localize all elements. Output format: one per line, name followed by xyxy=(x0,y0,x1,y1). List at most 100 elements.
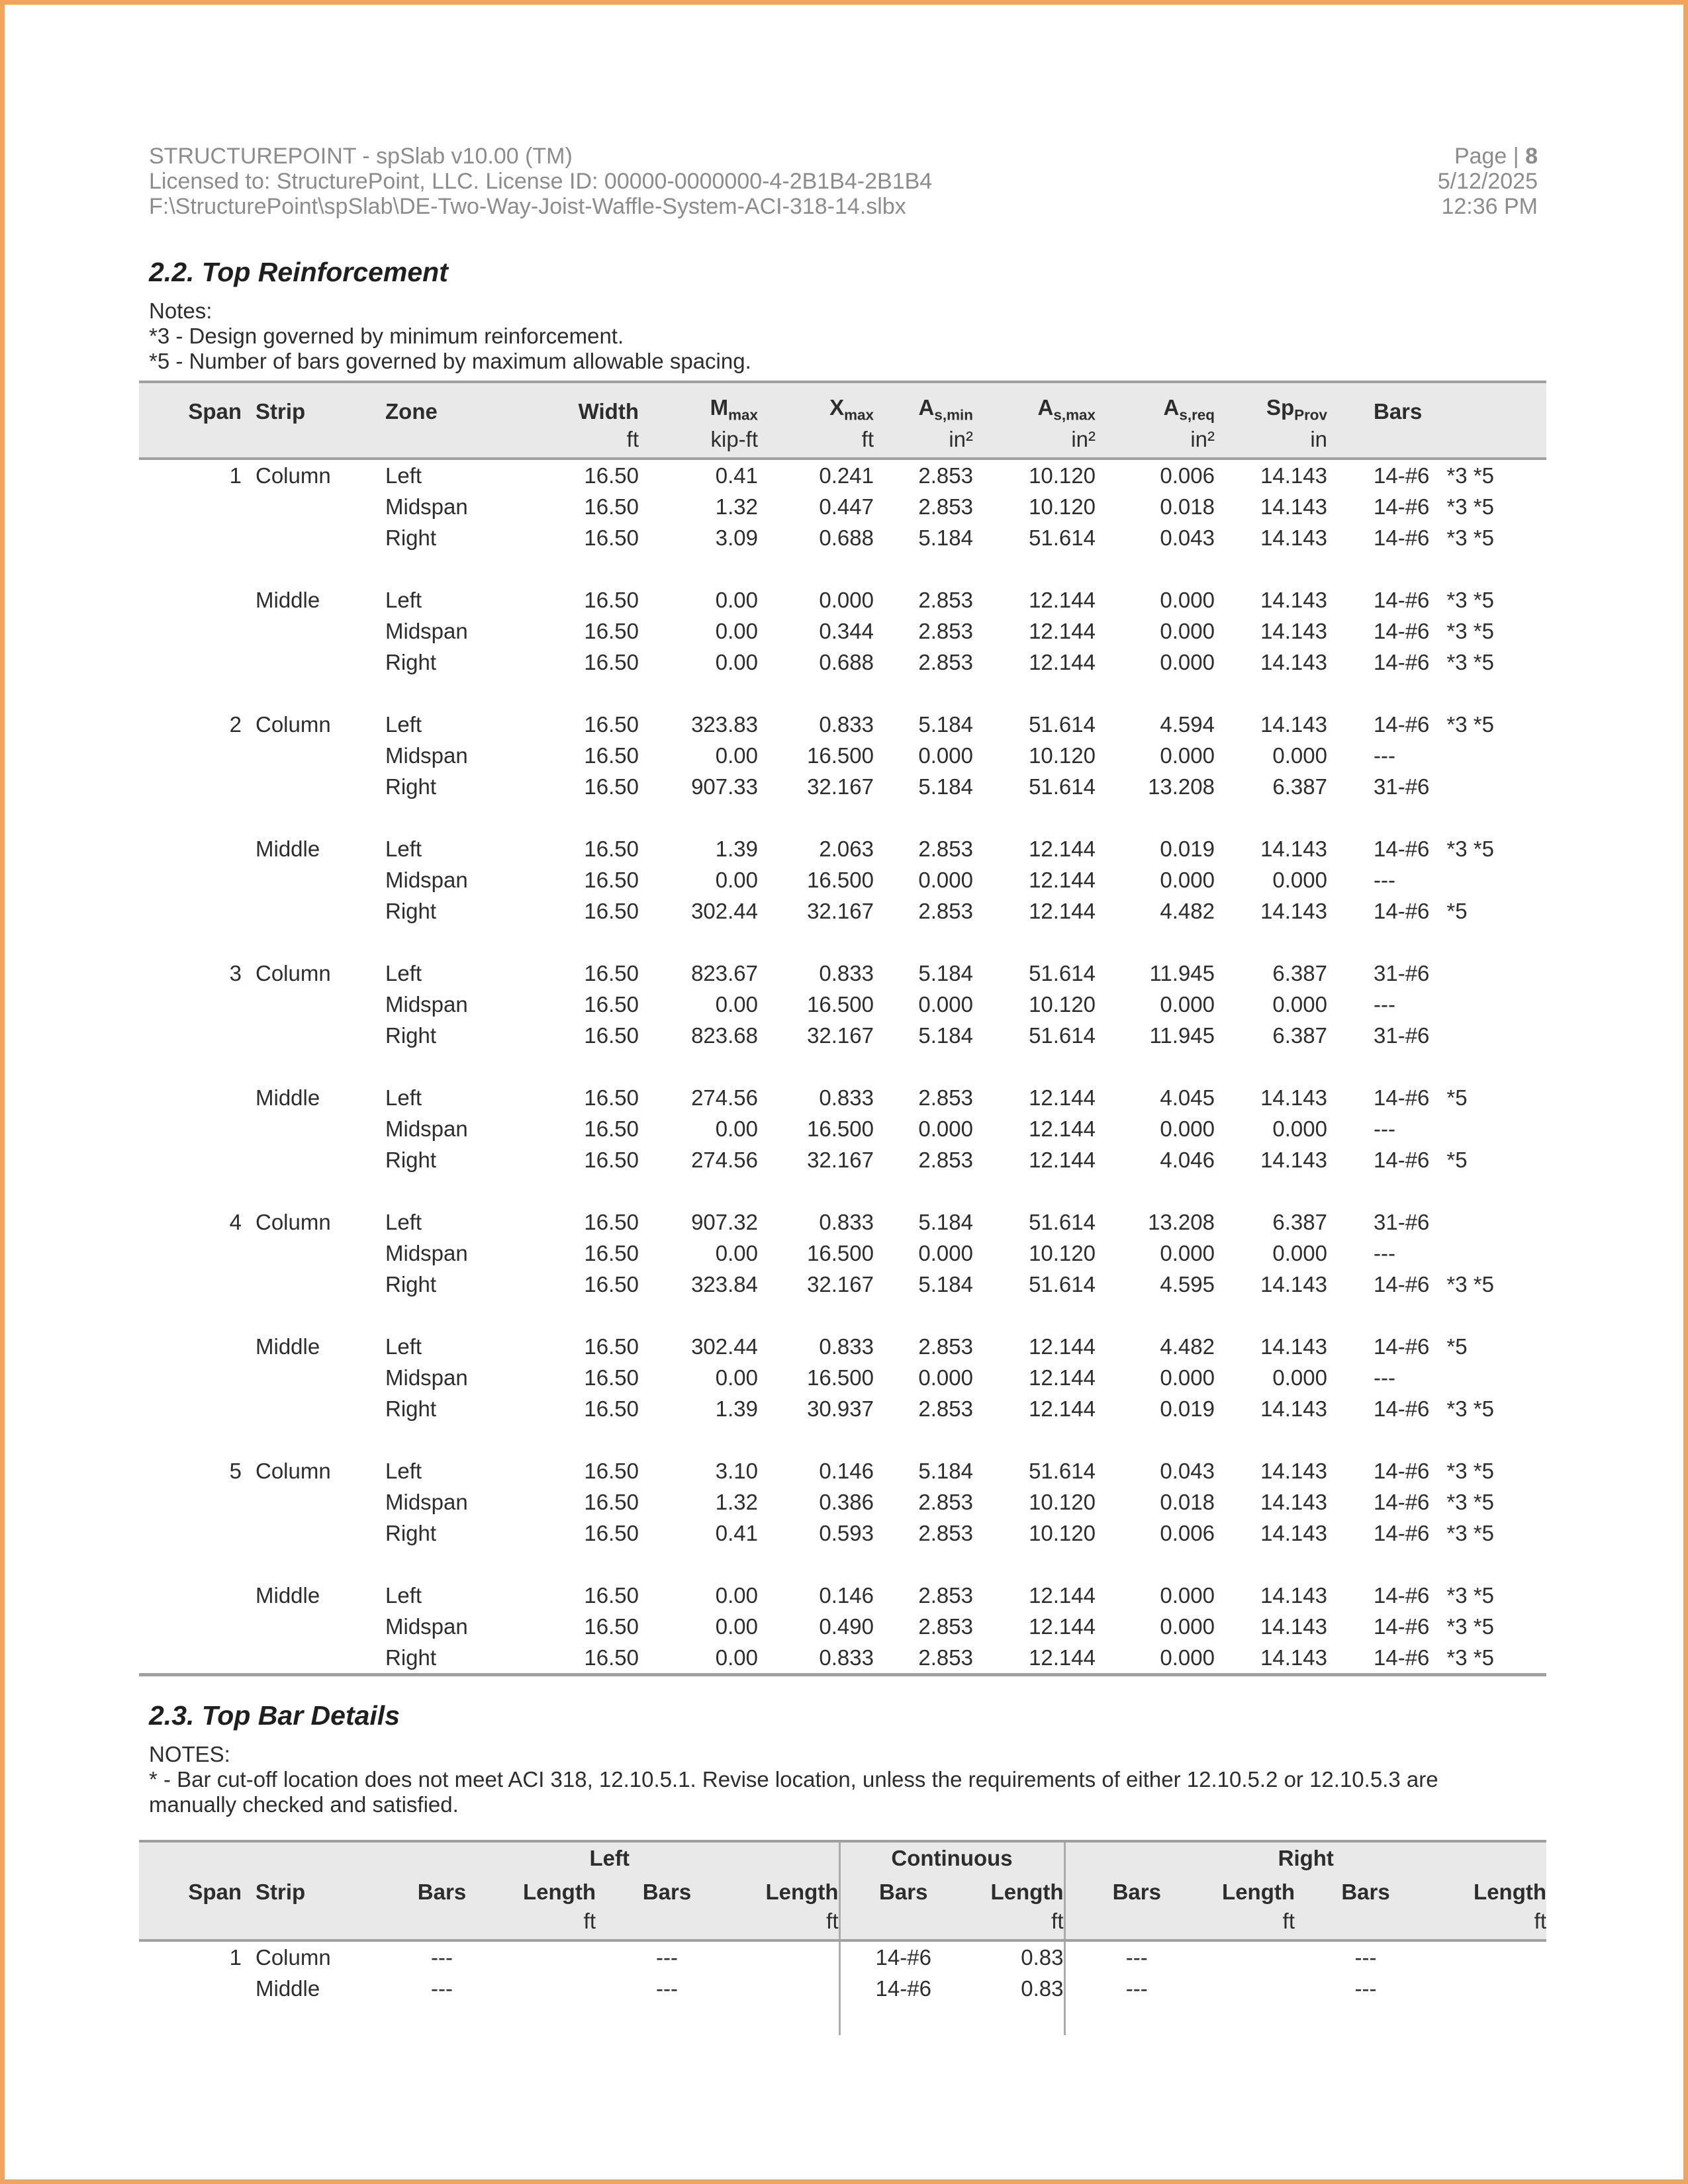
cell-right-bars-1: --- xyxy=(1125,1976,1148,2001)
cell-asmin: 2.853 xyxy=(918,1614,973,1639)
file-path: F:\StructurePoint\spSlab\DE-Two-Way-Jois… xyxy=(149,194,906,219)
bar-note: *3 *5 xyxy=(1446,587,1494,612)
col-bars: Bars xyxy=(1295,1874,1437,1907)
bar-note: *3 *5 xyxy=(1446,1489,1494,1514)
cell-asmax: 51.614 xyxy=(1029,774,1096,799)
table-row: 1 Column --- --- 14-#6 0.83 --- --- xyxy=(139,1940,1546,1973)
cell-asmax: 51.614 xyxy=(1029,1271,1096,1297)
cell-span xyxy=(139,864,242,895)
cell-asmax: 10.120 xyxy=(1029,1520,1096,1545)
cell-bars: 14-#6 *3 *5 xyxy=(1374,587,1494,612)
cell-asmax: 51.614 xyxy=(1029,525,1096,550)
table-row: Middle Left 16.50 274.56 0.833 2.853 12.… xyxy=(139,1082,1546,1113)
cell-right-bars-1: --- xyxy=(1125,1944,1148,1970)
cell-zone: Left xyxy=(385,711,422,737)
cell-asmax: 12.144 xyxy=(1029,618,1096,643)
cell-span xyxy=(139,1486,242,1518)
cell-span: 2 xyxy=(229,711,242,737)
cell-asreq: 0.000 xyxy=(1160,1240,1215,1265)
cell-xmax: 0.593 xyxy=(819,1520,874,1545)
column-labels-row: Span Strip Bars Length Bars Length Bars … xyxy=(139,1874,1547,1907)
table-row: Middle --- --- 14-#6 0.83 --- --- xyxy=(139,1973,1546,2004)
cell-mmax: 0.00 xyxy=(715,1240,758,1265)
cell-zone: Left xyxy=(385,1334,422,1359)
cell-spprov: 14.143 xyxy=(1260,587,1327,612)
cell-asmin: 0.000 xyxy=(918,991,973,1017)
cell-spprov: 14.143 xyxy=(1260,618,1327,643)
cell-asmin: 2.853 xyxy=(918,1489,973,1514)
col-length: Length xyxy=(738,1874,839,1907)
cell-span xyxy=(139,1518,242,1549)
cell-asreq: 0.000 xyxy=(1160,991,1215,1017)
unit-xmax: ft xyxy=(758,426,874,460)
cell-right-length-2 xyxy=(1436,1940,1546,1973)
cell-strip xyxy=(242,2004,381,2035)
cell-zone: Right xyxy=(385,1023,437,1048)
cell-zone: Right xyxy=(385,525,437,550)
cell-asmax: 12.144 xyxy=(1029,1147,1096,1172)
cell-right-length-1 xyxy=(1208,1973,1295,2004)
document-header-right: Page | 8 5/12/2025 12:36 PM xyxy=(1438,144,1546,219)
cell-width: 16.50 xyxy=(584,991,639,1017)
cell-asreq: 4.482 xyxy=(1160,898,1215,923)
cell-span xyxy=(139,491,242,522)
cell-width: 16.50 xyxy=(584,1240,639,1265)
cell-width: 16.50 xyxy=(584,1147,639,1172)
cell-strip xyxy=(242,1486,381,1518)
cell-spprov: 14.143 xyxy=(1260,836,1327,861)
cell-width: 16.50 xyxy=(584,525,639,550)
cell-bars: 31-#6 xyxy=(1374,1023,1430,1048)
cell-mmax: 823.67 xyxy=(691,960,758,985)
cell-asmax: 51.614 xyxy=(1029,711,1096,737)
cell-spprov: 14.143 xyxy=(1260,463,1327,488)
cell-strip xyxy=(242,1393,381,1424)
units-row: ft ft ft ft ft xyxy=(139,1907,1547,1942)
cell-strip: Middle xyxy=(256,1582,320,1608)
cell-asmax: 10.120 xyxy=(1029,1489,1096,1514)
cell-asmin: 2.853 xyxy=(918,1147,973,1172)
cell-width: 16.50 xyxy=(584,960,639,985)
cell-zone: Midspan xyxy=(385,743,468,768)
cell-mmax: 0.00 xyxy=(715,1365,758,1390)
cell-spprov: 14.143 xyxy=(1260,1458,1327,1483)
cell-bars: 14-#6 *3 *5 xyxy=(1374,1489,1494,1514)
cell-xmax: 0.688 xyxy=(819,525,874,550)
cell-asmin: 5.184 xyxy=(918,525,973,550)
cell-width: 16.50 xyxy=(584,1271,639,1297)
cell-zone: Midspan xyxy=(385,494,468,519)
cell-width: 16.50 xyxy=(584,1645,639,1670)
cell-span xyxy=(139,584,242,615)
cell-zone: Midspan xyxy=(385,867,468,892)
cell-asmin: 5.184 xyxy=(918,1023,973,1048)
cell-left-length-2 xyxy=(738,1973,839,2004)
cell-asmin: 2.853 xyxy=(918,1582,973,1608)
cell-left-bars-2: --- xyxy=(656,1944,678,1970)
cell-span xyxy=(139,1642,242,1675)
cell-continuous-bars xyxy=(838,2004,966,2035)
cell-asmax: 12.144 xyxy=(1029,1365,1096,1390)
cell-zone: Midspan xyxy=(385,1489,468,1514)
cell-xmax: 0.833 xyxy=(819,711,874,737)
units-row: ft kip-ft ft in² in² in² in xyxy=(139,426,1546,460)
cell-mmax: 0.00 xyxy=(715,1645,758,1670)
cell-strip xyxy=(242,1518,381,1549)
cell-mmax: 0.41 xyxy=(715,1520,758,1545)
col-strip: Strip xyxy=(242,382,381,426)
cell-xmax: 0.833 xyxy=(819,1209,874,1234)
cell-spprov: 0.000 xyxy=(1272,1365,1327,1390)
table-row: Midspan 16.50 0.00 0.490 2.853 12.144 0.… xyxy=(139,1611,1546,1642)
cell-span xyxy=(139,1238,242,1269)
col-width: Width xyxy=(520,382,639,426)
cell-mmax: 823.68 xyxy=(691,1023,758,1048)
cell-spprov: 14.143 xyxy=(1260,1520,1327,1545)
cell-width: 16.50 xyxy=(584,1582,639,1608)
cell-xmax: 0.688 xyxy=(819,649,874,674)
document-header: STRUCTUREPOINT - spSlab v10.00 (TM) Lice… xyxy=(139,144,1546,219)
cell-asmax: 10.120 xyxy=(1029,463,1096,488)
table-row: Right 16.50 0.41 0.593 2.853 10.120 0.00… xyxy=(139,1518,1546,1549)
cell-asmax: 10.120 xyxy=(1029,1240,1096,1265)
cell-bars: 31-#6 xyxy=(1374,774,1430,799)
cell-span xyxy=(139,615,242,647)
cell-asmax: 12.144 xyxy=(1029,649,1096,674)
cell-span xyxy=(139,1113,242,1144)
